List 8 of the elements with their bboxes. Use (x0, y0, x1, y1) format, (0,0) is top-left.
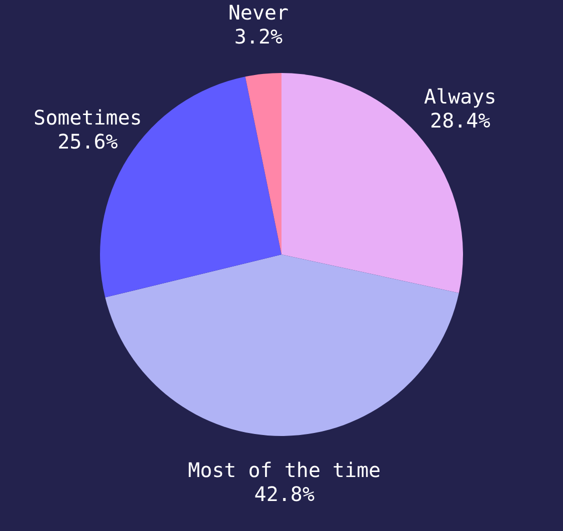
data-label: 42.8% (254, 482, 314, 506)
slice-label: Never (228, 0, 289, 24)
data-label: 28.4% (430, 108, 490, 133)
slice-label: Always (424, 84, 496, 109)
data-label: 3.2% (234, 24, 283, 48)
slice-label: Most of the time (188, 458, 381, 482)
data-label: 25.6% (58, 130, 118, 154)
slice-label: Sometimes (34, 106, 142, 130)
